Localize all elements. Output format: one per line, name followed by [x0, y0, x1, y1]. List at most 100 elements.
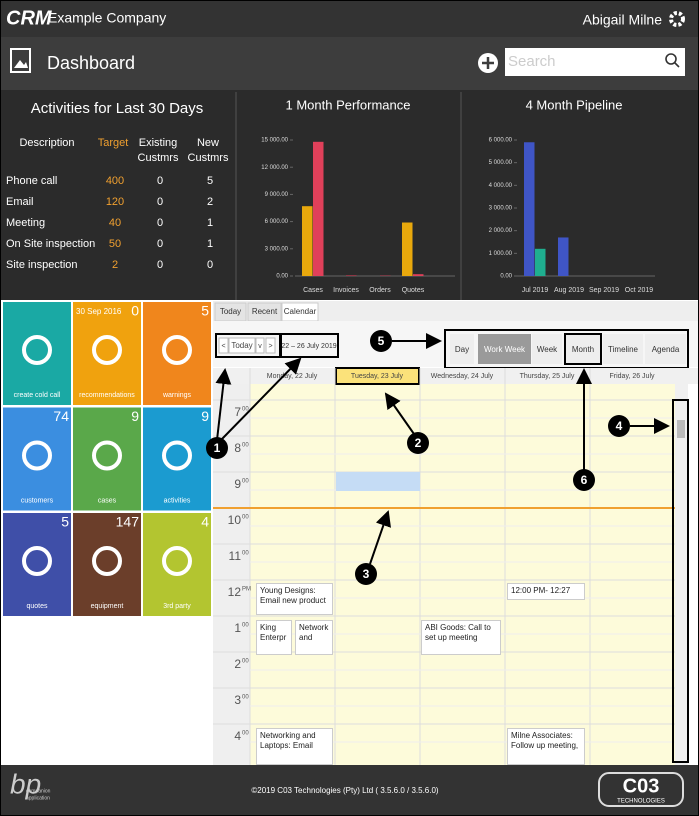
annotation-box	[280, 333, 339, 358]
hour-suffix: 00	[242, 407, 249, 413]
annotation-marker	[573, 469, 595, 491]
nav-button[interactable]	[228, 337, 256, 354]
activity-name: On Site inspection	[6, 238, 95, 250]
tile-label: warnings	[162, 392, 192, 399]
activity-number: 1	[207, 238, 213, 250]
y-tick-label: 3 000.00	[265, 246, 289, 252]
page-title: Dashboard	[47, 53, 135, 73]
tile[interactable]	[143, 407, 211, 511]
activity-name: Site inspection	[6, 259, 78, 271]
view-label: Month	[572, 345, 594, 354]
view-button[interactable]	[565, 334, 601, 364]
footer-brand: bp	[10, 768, 41, 799]
tile[interactable]	[3, 302, 71, 405]
annotation-number: 1	[214, 441, 221, 455]
tile[interactable]	[3, 407, 71, 511]
settings-icon[interactable]	[669, 11, 685, 27]
annotation-marker	[370, 330, 392, 352]
bar	[524, 142, 535, 276]
annotation-arrow	[220, 357, 302, 441]
event[interactable]: Milne Associates: Follow up meeting,	[507, 728, 585, 765]
event[interactable]: ABI Goods: Call to set up meeting	[421, 620, 501, 655]
user-name[interactable]: Abigail Milne	[583, 12, 663, 28]
column-header: Custmrs	[138, 152, 179, 164]
day-header: Monday, 22 July	[267, 373, 318, 380]
column-header: Target	[98, 137, 129, 149]
annotation-number: 4	[616, 419, 623, 433]
annotation-number: 5	[378, 334, 385, 348]
event[interactable]: Network and	[295, 620, 333, 655]
day-header: Thursday, 25 July	[520, 373, 575, 380]
tile[interactable]	[73, 302, 141, 405]
tile-label: equipment	[91, 603, 124, 610]
x-tick-label: Aug 2019	[554, 287, 584, 294]
view-button[interactable]	[532, 334, 562, 364]
x-tick-label: Sep 2019	[589, 287, 619, 294]
nav-button[interactable]	[255, 337, 265, 354]
nav-button[interactable]	[265, 337, 276, 354]
tab-label: Recent	[252, 307, 278, 316]
annotation-number: 3	[363, 567, 370, 581]
column-header: Description	[19, 137, 74, 149]
logo: CRM	[6, 7, 53, 29]
view-button[interactable]	[645, 334, 686, 364]
bar	[302, 206, 313, 276]
footer	[0, 765, 699, 816]
tile[interactable]	[73, 513, 141, 616]
search-icon-handle	[674, 62, 680, 68]
dashboard-icon	[10, 48, 31, 73]
tile-count: 9	[201, 408, 209, 424]
tile-label: cases	[98, 497, 117, 504]
event-text: Milne Associates: Follow up meeting,	[507, 728, 585, 765]
activity-number: 120	[106, 196, 124, 208]
tile-icon	[162, 546, 192, 576]
tile-count: 5	[201, 303, 209, 319]
view-button[interactable]	[603, 334, 643, 364]
activity-number: 50	[109, 238, 121, 250]
nav-label: v	[258, 343, 262, 350]
event[interactable]: Networking and Laptops: Email	[256, 728, 333, 765]
y-tick-label: 6 000.00	[265, 219, 289, 225]
view-label: Agenda	[652, 345, 680, 354]
activity-number: 0	[207, 259, 213, 271]
y-tick-label: 4 000.00	[489, 183, 513, 189]
scroll-thumb[interactable]	[677, 420, 685, 438]
tile[interactable]	[3, 513, 71, 616]
company-logo-sub: TECHNOLOGIES	[617, 799, 665, 805]
company-logo	[598, 772, 684, 807]
hour-label: 4	[234, 729, 241, 743]
nav-button[interactable]	[218, 337, 229, 354]
tile-icon	[162, 335, 192, 365]
tile[interactable]	[143, 302, 211, 405]
grid-bg	[250, 384, 675, 765]
tile-label: recommendations	[79, 392, 135, 399]
activity-name: Email	[6, 196, 34, 208]
view-button[interactable]	[478, 334, 531, 364]
bar	[535, 248, 546, 276]
event[interactable]: 12:00 PM- 12:27	[507, 583, 585, 600]
top-bar	[0, 0, 699, 37]
event-text: Networking and Laptops: Email	[256, 728, 333, 765]
tile[interactable]	[73, 407, 141, 511]
hour-label: 3	[234, 693, 241, 707]
y-tick-label: 15 000.00	[261, 138, 288, 144]
annotation-arrow	[215, 368, 232, 441]
event[interactable]: Young Designs: Email new product	[256, 583, 333, 615]
nav-label: Today	[231, 341, 252, 350]
tile-label: create cold call	[14, 392, 61, 399]
y-tick-label: 9 000.00	[265, 192, 289, 198]
day-header: Wednesday, 24 July	[431, 373, 494, 380]
event[interactable]: King Enterpr	[256, 620, 292, 655]
tile[interactable]	[143, 513, 211, 616]
nav-label: <	[221, 343, 225, 350]
view-button[interactable]	[450, 334, 474, 364]
today-header	[335, 367, 420, 385]
activity-number: 2	[207, 196, 213, 208]
chart-title: 4 Month Pipeline	[526, 97, 623, 112]
bar	[413, 274, 424, 276]
hour-suffix: 00	[242, 731, 249, 737]
search-box[interactable]	[505, 48, 685, 76]
hour-label: 2	[234, 657, 241, 671]
column-header: New	[197, 137, 219, 149]
x-tick-label: Jul 2019	[522, 287, 549, 294]
